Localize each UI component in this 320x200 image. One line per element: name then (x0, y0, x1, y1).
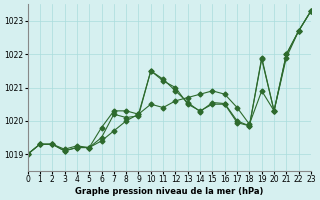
X-axis label: Graphe pression niveau de la mer (hPa): Graphe pression niveau de la mer (hPa) (75, 187, 263, 196)
